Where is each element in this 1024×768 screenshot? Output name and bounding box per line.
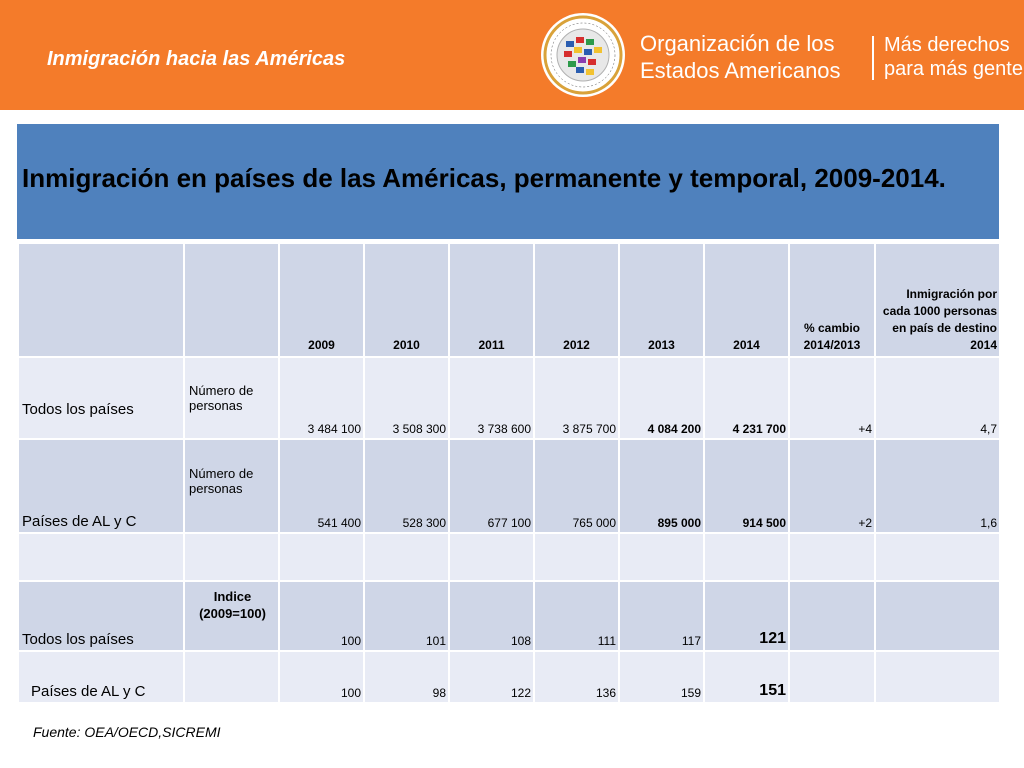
column-header: 2013 (618, 242, 705, 358)
region-cell: Países de AL y C (17, 438, 185, 534)
column-header: 2010 (363, 242, 450, 358)
empty-cell (618, 532, 705, 582)
value-cell: 4,7 (874, 356, 1001, 440)
region-cell: Todos los países (17, 580, 185, 652)
empty-cell (448, 532, 535, 582)
empty-cell (17, 532, 185, 582)
column-header: 2011 (448, 242, 535, 358)
table-title: Inmigración en países de las Américas, p… (17, 124, 999, 239)
empty-cell (278, 532, 365, 582)
value-cell: 4 084 200 (618, 356, 705, 440)
column-header-rate: Inmigración por cada 1000 personas en pa… (874, 242, 1001, 358)
measure-cell: Indice (2009=100) (183, 580, 280, 652)
value-cell: 121 (703, 580, 790, 652)
column-header: 2014 (703, 242, 790, 358)
empty-cell (788, 532, 876, 582)
region-cell: Países de AL y C (17, 650, 185, 704)
value-cell: 3 508 300 (363, 356, 450, 440)
value-cell: 136 (533, 650, 620, 704)
value-cell: +2 (788, 438, 876, 534)
value-cell: 151 (703, 650, 790, 704)
column-header: 2012 (533, 242, 620, 358)
table-row: Todos los países Indice (2009=100) 100 1… (17, 580, 1001, 652)
measure-cell: Número de personas (183, 356, 280, 440)
value-cell: 101 (363, 580, 450, 652)
empty-cell (183, 532, 280, 582)
value-cell: 159 (618, 650, 705, 704)
header-cell-empty (183, 242, 280, 358)
slogan: Más derechos para más gente (884, 33, 1023, 81)
slogan-line1: Más derechos (884, 34, 1010, 56)
value-cell: 100 (278, 650, 365, 704)
value-cell: 1,6 (874, 438, 1001, 534)
value-cell: 3 875 700 (533, 356, 620, 440)
empty-cell (363, 532, 450, 582)
oas-seal-logo (541, 13, 625, 97)
value-cell: 3 484 100 (278, 356, 365, 440)
value-cell (788, 650, 876, 704)
org-name-line1: Organización de los (640, 31, 835, 56)
column-header-change: % cambio 2014/2013 (788, 242, 876, 358)
empty-cell (874, 532, 1001, 582)
empty-cell (703, 532, 790, 582)
value-cell: 528 300 (363, 438, 450, 534)
value-cell (788, 580, 876, 652)
table-row: Países de AL y C 100 98 122 136 159 151 (17, 650, 1001, 704)
column-header: 2009 (278, 242, 365, 358)
empty-cell (533, 532, 620, 582)
value-cell: 765 000 (533, 438, 620, 534)
header-banner (0, 0, 1024, 110)
value-cell: 914 500 (703, 438, 790, 534)
value-cell: 122 (448, 650, 535, 704)
table-header-row: 2009 2010 2011 2012 2013 2014 % cambio 2… (17, 242, 1001, 358)
immigration-table: 2009 2010 2011 2012 2013 2014 % cambio 2… (17, 242, 1001, 704)
header-cell-empty (17, 242, 185, 358)
value-cell: +4 (788, 356, 876, 440)
table-row: Países de AL y C Número de personas 541 … (17, 438, 1001, 534)
source-note: Fuente: OEA/OECD,SICREMI (33, 724, 221, 740)
region-cell: Todos los países (17, 356, 185, 440)
table-row-empty (17, 532, 1001, 582)
org-name: Organización de los Estados Americanos (640, 30, 841, 84)
value-cell: 3 738 600 (448, 356, 535, 440)
measure-cell: Número de personas (183, 438, 280, 534)
value-cell: 4 231 700 (703, 356, 790, 440)
value-cell: 108 (448, 580, 535, 652)
value-cell (874, 650, 1001, 704)
value-cell (874, 580, 1001, 652)
header-divider (872, 36, 874, 80)
page-title: Inmigración hacia las Américas (47, 48, 346, 70)
org-name-line2: Estados Americanos (640, 58, 841, 83)
value-cell: 541 400 (278, 438, 365, 534)
value-cell: 117 (618, 580, 705, 652)
value-cell: 111 (533, 580, 620, 652)
slogan-line2: para más gente (884, 58, 1023, 80)
value-cell: 895 000 (618, 438, 705, 534)
table-row: Todos los países Número de personas 3 48… (17, 356, 1001, 440)
value-cell: 98 (363, 650, 450, 704)
value-cell: 677 100 (448, 438, 535, 534)
measure-cell (183, 650, 280, 704)
value-cell: 100 (278, 580, 365, 652)
